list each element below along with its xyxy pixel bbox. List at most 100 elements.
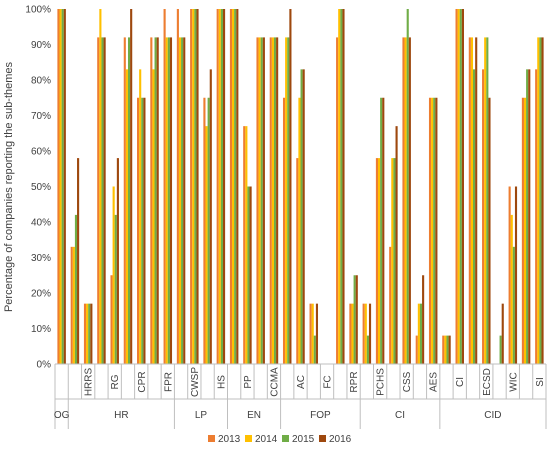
bar xyxy=(442,335,445,364)
bar xyxy=(486,37,489,365)
category-label: FC xyxy=(323,375,334,388)
bar xyxy=(247,186,250,364)
bar xyxy=(110,275,113,364)
bar xyxy=(83,303,87,364)
y-tick-label: 50% xyxy=(31,182,51,193)
group-labels: OG HR LP EN FOP CI CID xyxy=(54,410,502,421)
bar xyxy=(207,97,210,364)
bar xyxy=(475,37,478,365)
bar xyxy=(315,303,319,364)
legend: 2013 2014 2015 2016 xyxy=(208,434,352,445)
bar xyxy=(336,37,339,365)
bar xyxy=(446,335,449,364)
bar xyxy=(311,303,314,364)
bar xyxy=(528,69,531,364)
bar xyxy=(88,303,91,364)
bar xyxy=(269,37,272,365)
bar xyxy=(375,158,378,364)
bar xyxy=(236,9,239,364)
bar xyxy=(229,9,233,364)
bar xyxy=(338,9,341,364)
bar xyxy=(368,303,372,364)
bar xyxy=(99,9,102,364)
bar xyxy=(470,37,474,365)
bar xyxy=(389,246,392,364)
y-axis-label: Percentage of companies reporting the su… xyxy=(3,61,15,312)
bar xyxy=(510,214,513,364)
legend-label: 2014 xyxy=(255,434,278,445)
bar xyxy=(258,37,261,365)
bar xyxy=(417,303,420,364)
bar xyxy=(86,303,89,364)
bar xyxy=(74,214,78,364)
bar xyxy=(90,303,93,364)
category-label: CI xyxy=(455,377,466,387)
bar xyxy=(112,186,115,364)
category-label: FPR xyxy=(163,372,174,392)
category-label: ECSD xyxy=(482,368,493,396)
bar xyxy=(97,37,100,365)
bar xyxy=(123,37,126,365)
axes xyxy=(54,363,547,429)
bar xyxy=(143,97,146,364)
bar xyxy=(218,9,221,364)
bar xyxy=(468,37,471,365)
y-tick-label: 30% xyxy=(31,253,51,264)
bar xyxy=(309,303,312,364)
bar xyxy=(167,37,170,365)
group-label: EN xyxy=(247,410,261,421)
bar xyxy=(484,37,487,365)
bar xyxy=(57,9,60,364)
bar xyxy=(302,69,305,364)
bar xyxy=(141,97,144,364)
category-label: SI xyxy=(535,377,546,386)
bar xyxy=(260,37,263,365)
bar xyxy=(262,37,265,365)
y-tick-label: 10% xyxy=(31,324,51,335)
bar xyxy=(526,69,529,364)
bar xyxy=(378,158,381,364)
bar xyxy=(223,9,226,364)
y-tick-label: 0% xyxy=(37,360,52,371)
bar xyxy=(353,275,356,364)
bar xyxy=(419,303,423,364)
bar xyxy=(448,335,451,364)
category-label: CWSP xyxy=(190,367,201,397)
bar xyxy=(232,9,235,364)
bar xyxy=(380,97,383,364)
bar xyxy=(190,9,193,364)
bar xyxy=(457,9,460,364)
bar xyxy=(205,126,208,365)
legend-swatch xyxy=(245,435,252,442)
bar xyxy=(59,9,62,364)
bar xyxy=(114,214,117,364)
y-tick-label: 70% xyxy=(31,111,51,122)
bar xyxy=(300,69,303,364)
group-label: FOP xyxy=(310,410,331,421)
legend-label: 2015 xyxy=(292,434,315,445)
bar xyxy=(285,37,288,365)
bar xyxy=(444,335,447,364)
bar xyxy=(276,37,279,365)
category-label: HS xyxy=(216,375,227,389)
bar xyxy=(408,37,411,365)
bar xyxy=(433,97,436,364)
bar xyxy=(61,9,64,364)
bar xyxy=(209,69,212,364)
bar xyxy=(178,37,182,365)
bar xyxy=(63,9,66,364)
bar xyxy=(287,37,290,365)
legend-label: 2013 xyxy=(218,434,241,445)
bar xyxy=(150,37,153,365)
bar xyxy=(234,9,237,364)
bar xyxy=(220,9,223,364)
bar xyxy=(192,9,195,364)
bar xyxy=(508,186,511,364)
bar xyxy=(163,9,166,364)
bar xyxy=(342,9,345,364)
bar xyxy=(351,303,354,364)
category-label: PCHS xyxy=(376,368,387,396)
bar xyxy=(203,97,206,364)
bar xyxy=(499,335,502,364)
bar xyxy=(116,158,119,364)
